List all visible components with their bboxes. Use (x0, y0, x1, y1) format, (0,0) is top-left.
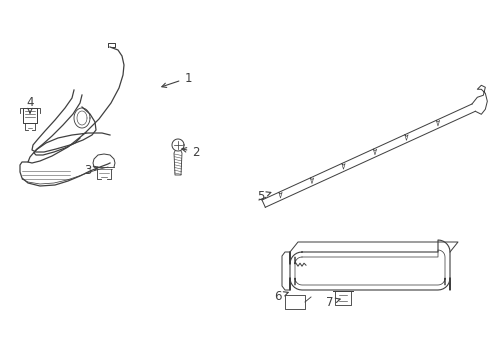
Text: 5: 5 (257, 189, 271, 202)
Text: 2: 2 (182, 145, 200, 158)
Text: 1: 1 (162, 72, 192, 87)
Text: 7: 7 (326, 296, 340, 309)
Text: 6: 6 (274, 289, 288, 302)
Text: 4: 4 (26, 96, 34, 113)
Text: 3: 3 (84, 163, 98, 176)
